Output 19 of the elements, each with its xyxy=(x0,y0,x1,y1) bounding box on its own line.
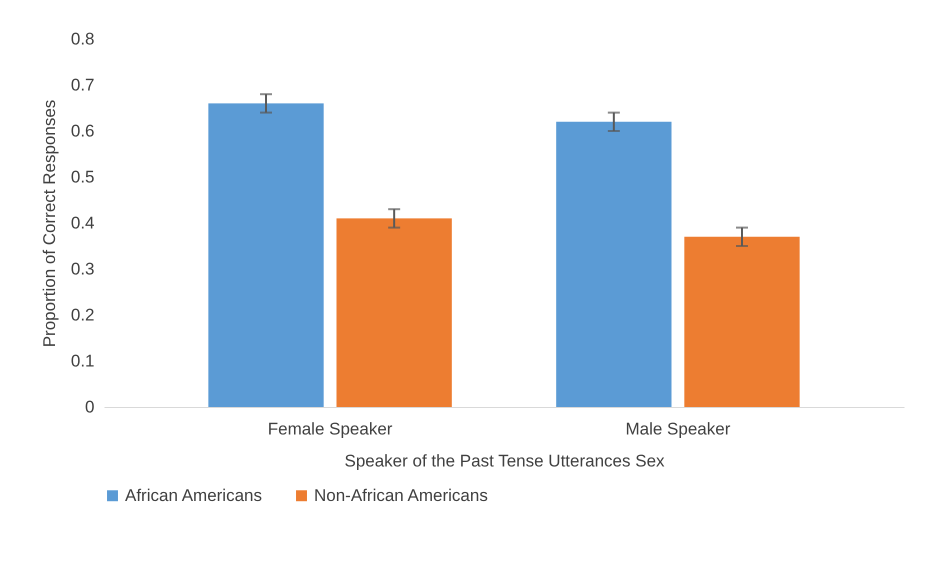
y-tick-label: 0.7 xyxy=(70,76,94,94)
legend-label: African Americans xyxy=(125,486,262,505)
x-tick-label: Female Speaker xyxy=(268,420,393,438)
bar xyxy=(684,236,800,407)
y-tick-label: 0.1 xyxy=(70,352,94,370)
x-tick-label: Male Speaker xyxy=(625,420,731,438)
y-axis-title: Proportion of Correct Responses xyxy=(40,100,59,348)
y-tick-label: 0.5 xyxy=(70,168,94,186)
y-tick-label: 0.2 xyxy=(70,306,94,324)
y-tick-label: 0.3 xyxy=(70,260,94,278)
y-tick-label: 0.6 xyxy=(70,122,94,140)
bar xyxy=(336,218,452,407)
y-tick-label: 0.8 xyxy=(70,30,94,48)
x-axis-title: Speaker of the Past Tense Utterances Sex xyxy=(344,452,666,470)
y-tick-label: 0 xyxy=(85,398,94,416)
bar xyxy=(208,103,324,407)
legend-label: Non-African Americans xyxy=(314,486,488,505)
bar xyxy=(556,122,672,407)
y-tick-label: 0.4 xyxy=(70,214,94,232)
